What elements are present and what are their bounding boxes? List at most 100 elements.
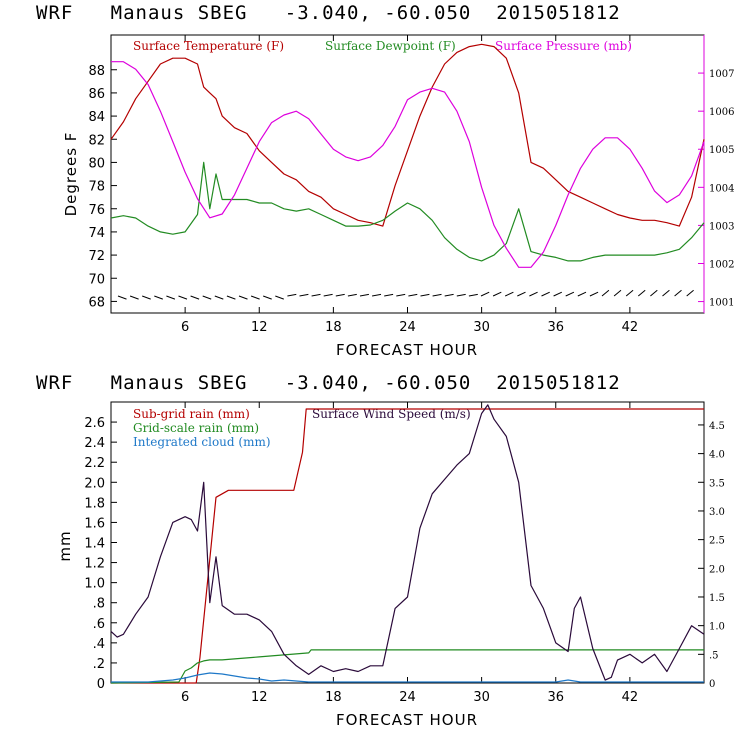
top-chart-title: WRF Manaus SBEG -3.040, -60.050 20150518… [36, 2, 621, 24]
y-tick-label: .2 [93, 657, 105, 672]
y-tick-label: 84 [88, 110, 105, 125]
wind-barb [637, 289, 646, 297]
y-tick-label: .8 [93, 597, 105, 612]
series-line-sub-grid-rain-mm [111, 408, 704, 684]
y2-tick-label: 2.5 [709, 536, 725, 547]
wind-barb [287, 293, 297, 297]
y-tick-label: 1.0 [84, 577, 105, 592]
wind-barb [662, 289, 670, 297]
wind-barb [275, 295, 284, 300]
y2-tick-label: 1003 [709, 221, 734, 232]
bottom-y-axis-label: mm [56, 530, 74, 561]
wind-barb [529, 291, 538, 297]
y2-tick-label: 0 [709, 679, 715, 690]
wind-barb [129, 295, 139, 300]
wind-barb [250, 295, 260, 300]
wind-barb [480, 291, 490, 297]
x-tick-label: 6 [181, 320, 189, 335]
y-tick-label: 70 [88, 272, 105, 287]
y2-tick-label: 3.0 [709, 507, 725, 518]
wind-barb [384, 293, 394, 297]
wind-barb [541, 291, 550, 297]
y2-tick-label: 1001 [709, 298, 734, 309]
y-tick-label: 80 [88, 156, 105, 171]
y-tick-label: 2.4 [84, 436, 105, 451]
wind-barb [178, 295, 188, 300]
precip-panel: WRF Manaus SBEG -3.040, -60.050 20150518… [36, 372, 725, 729]
x-tick-label: 12 [251, 320, 268, 335]
wind-barb [613, 289, 622, 297]
legend-gridscale-rain: Grid-scale rain (mm) [133, 421, 259, 435]
x-tick-label: 18 [325, 320, 342, 335]
top-y-ticks: 68 70 72 74 76 78 80 82 84 86 88 [88, 64, 117, 310]
wind-barb [166, 295, 176, 300]
y-tick-label: 74 [88, 226, 105, 241]
y-tick-label: 78 [88, 180, 105, 195]
y2-tick-label: 4.0 [709, 450, 725, 461]
wind-barb [154, 295, 163, 300]
y-tick-label: 2.2 [84, 456, 105, 471]
wind-barb [468, 293, 478, 297]
wind-barb [420, 293, 430, 297]
wind-barb [226, 295, 236, 300]
wind-barb [674, 289, 682, 297]
wind-barb [238, 295, 248, 300]
top-x-ticks: 6 12 18 24 30 36 42 [181, 35, 638, 335]
x-tick-label: 42 [622, 690, 639, 705]
series-line-surface-wind-speed-m-s [110, 404, 705, 681]
x-tick-label: 12 [251, 690, 268, 705]
y-tick-label: 1.4 [84, 537, 105, 552]
y2-tick-label: 4.5 [709, 421, 725, 432]
wind-barb [565, 291, 575, 297]
wind-barbs-row [117, 289, 694, 300]
y2-tick-label: 3.5 [709, 478, 725, 489]
wind-barb [444, 293, 454, 297]
top-legend: Surface Temperature (F) Surface Dewpoint… [133, 39, 632, 53]
y2-tick-label: 1007 [709, 69, 734, 80]
top-y2-ticks: 1001 1002 1003 1004 1005 1006 1007 [698, 69, 734, 309]
wind-barb [323, 293, 333, 297]
x-tick-label: 24 [399, 320, 416, 335]
y2-tick-label: 1002 [709, 259, 734, 270]
wind-barb [432, 293, 442, 297]
bottom-x-axis-label: FORECAST HOUR [336, 711, 478, 729]
wind-barb [650, 289, 658, 297]
wind-barb [299, 293, 309, 297]
wind-barb [589, 291, 599, 297]
y-tick-label: 82 [88, 133, 105, 148]
wind-barb [456, 293, 466, 297]
x-tick-label: 36 [547, 690, 564, 705]
legend-surface-temperature: Surface Temperature (F) [133, 39, 284, 53]
x-tick-label: 6 [181, 690, 189, 705]
y2-tick-label: 1.5 [709, 593, 725, 604]
series-line-integrated-cloud-mm [111, 672, 704, 683]
bottom-chart-title: WRF Manaus SBEG -3.040, -60.050 20150518… [36, 372, 621, 394]
y2-tick-label: 1006 [709, 107, 734, 118]
series-line-surface-dewpoint-f [110, 161, 705, 262]
legend-surface-dewpoint: Surface Dewpoint (F) [325, 39, 456, 53]
legend-integrated-cloud: Integrated cloud (mm) [133, 435, 271, 449]
bottom-x-ticks: 6 12 18 24 30 36 42 [181, 402, 638, 705]
wind-barb [408, 293, 418, 297]
wind-barb [117, 295, 127, 300]
temperature-panel: WRF Manaus SBEG -3.040, -60.050 20150518… [36, 2, 734, 359]
legend-subgrid-rain: Sub-grid rain (mm) [133, 407, 250, 421]
wind-barb [396, 293, 406, 297]
wind-barb [577, 291, 587, 297]
y-tick-label: 1.2 [84, 557, 105, 572]
x-tick-label: 42 [622, 320, 639, 335]
y-tick-label: 1.8 [84, 496, 105, 511]
wind-barb [311, 293, 321, 297]
y-tick-label: .6 [93, 617, 105, 632]
wind-barb [517, 291, 526, 297]
bottom-y2-ticks: 0 .5 1.0 1.5 2.0 2.5 3.0 3.5 4.0 4.5 [698, 421, 725, 690]
series-line-surface-pressure-mb [111, 61, 705, 268]
wind-barb [553, 291, 563, 297]
wind-barb [372, 293, 382, 297]
wind-barb [214, 295, 224, 300]
y-tick-label: 0 [97, 677, 105, 692]
y-tick-label: 1.6 [84, 516, 105, 531]
wind-barb [492, 291, 502, 297]
wind-barb [625, 289, 634, 297]
